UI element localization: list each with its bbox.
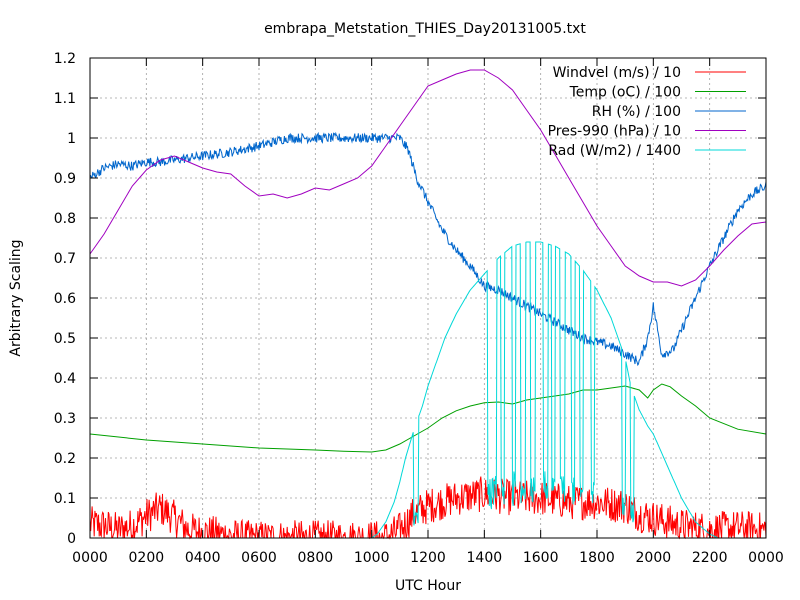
series-line [89,383,767,453]
series-3 [89,69,767,287]
series-line [89,131,767,367]
grid-lines [90,58,766,538]
axis-ticks: 0 0.1 0.2 0.3 0.4 0.5 0.6 0.7 0.8 0.9 1 1.1 1.2 0000 0… [54,51,784,566]
x-tick-label: 0000 [748,550,784,566]
y-tick-label: 1 [67,131,76,147]
legend-label: Temp (oC) / 100 [569,85,681,101]
x-tick-label: 1200 [410,550,446,566]
y-tick-label: 0.2 [54,451,76,467]
y-tick-label: 0.3 [54,411,76,427]
y-tick-label: 0.7 [54,251,76,267]
y-tick-label: 0.5 [54,331,76,347]
y-tick-label: 0.4 [54,371,76,387]
x-tick-label: 1600 [523,550,559,566]
x-tick-label: 0400 [185,550,221,566]
legend: Windvel (m/s) / 10 Temp (oC) / 100 RH (%) … [548,65,746,159]
y-tick-label: 1.2 [54,51,76,67]
x-tick-label: 0600 [241,550,277,566]
y-tick-label: 0.1 [54,491,76,507]
x-tick-label: 1000 [354,550,390,566]
chart-title: embrapa_Metstation_THIES_Day20131005.txt [264,21,586,37]
x-tick-label: 1400 [467,550,503,566]
x-tick-label: 0000 [72,550,108,566]
x-tick-label: 2000 [636,550,672,566]
x-axis-label: UTC Hour [395,578,461,594]
legend-label: RH (%) / 100 [592,104,681,120]
x-tick-label: 0200 [129,550,165,566]
y-tick-label: 0.9 [54,171,76,187]
series-line [89,69,767,287]
x-tick-label: 2200 [692,550,728,566]
legend-label: Pres-990 (hPa) / 10 [548,124,681,140]
legend-label: Rad (W/m2) / 1400 [548,143,681,159]
series-1 [89,383,767,453]
y-tick-label: 0.6 [54,291,76,307]
x-tick-label: 1800 [579,550,615,566]
x-tick-label: 0800 [298,550,334,566]
y-tick-label: 0.8 [54,211,76,227]
y-tick-label: 0 [67,531,76,547]
series-2 [89,131,767,367]
y-tick-label: 1.1 [54,91,76,107]
y-axis-label: Arbitrary Scaling [8,239,24,356]
legend-label: Windvel (m/s) / 10 [553,65,681,81]
